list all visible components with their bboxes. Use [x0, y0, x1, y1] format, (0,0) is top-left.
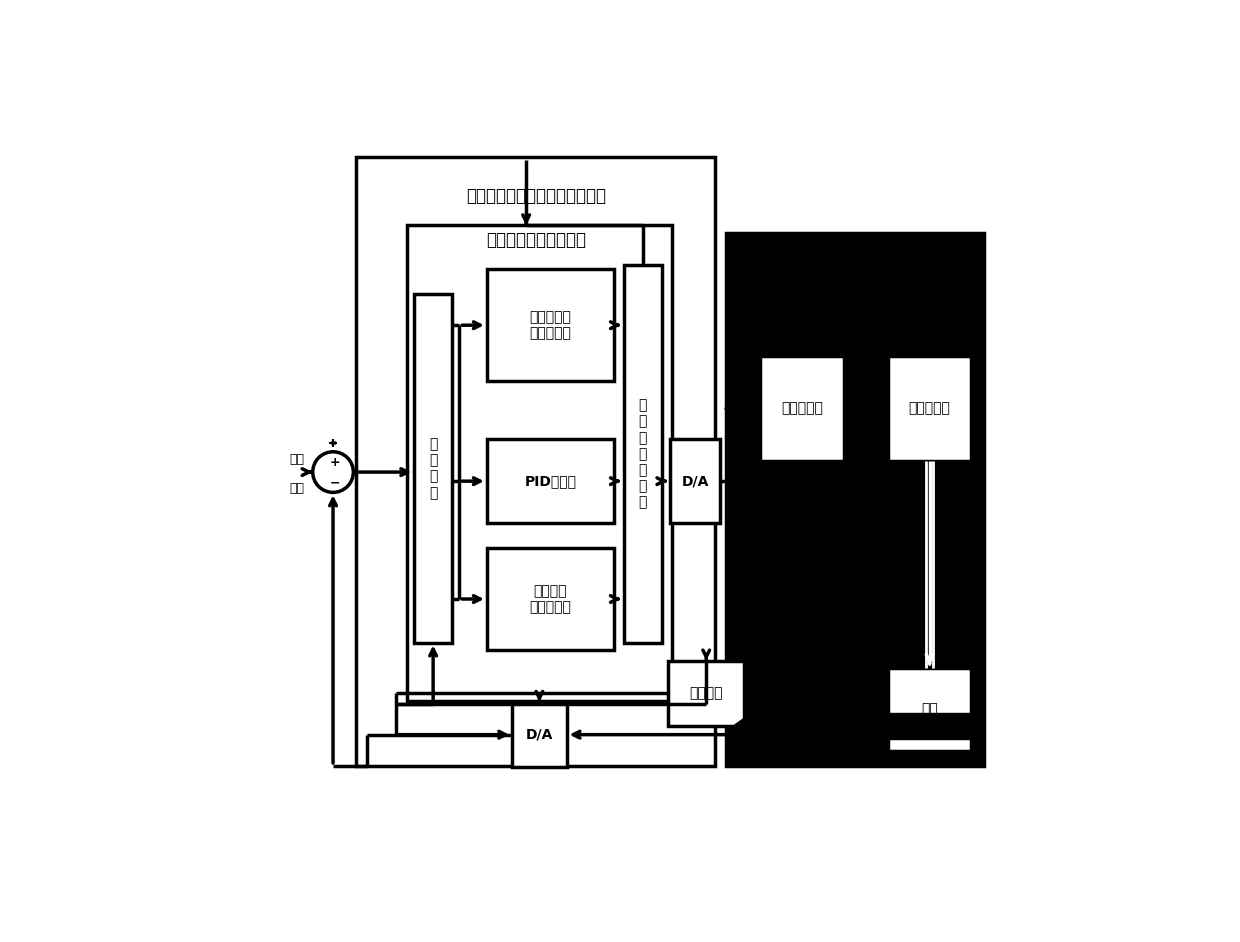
Bar [487, 548, 614, 650]
Text: ✕: ✕ [330, 439, 336, 447]
Text: 磁悬浮轴承: 磁悬浮轴承 [909, 401, 951, 415]
Bar [407, 225, 672, 701]
Bar [512, 702, 567, 768]
Bar [624, 266, 662, 642]
Bar [888, 356, 971, 462]
Text: +: + [330, 457, 341, 469]
Text: 功率放大器: 功率放大器 [781, 401, 823, 415]
Bar [888, 668, 971, 752]
Text: 转子: 转子 [921, 703, 937, 717]
Polygon shape [733, 701, 769, 752]
Bar [487, 439, 614, 523]
Text: 识
别
判
断: 识 别 判 断 [429, 437, 438, 500]
Text: 偏差: 偏差 [289, 453, 304, 466]
Text: 转子测量: 转子测量 [689, 687, 723, 700]
Bar [487, 269, 614, 382]
Text: 根据工件及刀具工作台实时参数: 根据工件及刀具工作台实时参数 [466, 187, 606, 205]
Bar [356, 156, 715, 766]
Bar [727, 233, 983, 766]
Text: 信号: 信号 [289, 481, 304, 495]
Bar [671, 439, 719, 523]
Text: 以及转子转速实时切换: 以及转子转速实时切换 [486, 231, 585, 249]
Bar [668, 660, 744, 726]
Circle shape [312, 452, 353, 493]
Text: D/A: D/A [681, 474, 709, 488]
Text: 参数自校正
模糊控制器: 参数自校正 模糊控制器 [529, 310, 572, 340]
Bar [760, 356, 843, 462]
Text: 位移前馈
补偿控制器: 位移前馈 补偿控制器 [529, 584, 572, 614]
Text: D/A: D/A [526, 727, 553, 741]
Bar [764, 713, 976, 739]
Text: PID控制器: PID控制器 [525, 474, 577, 488]
Bar [414, 294, 453, 642]
Text: −: − [330, 476, 341, 489]
Text: 实
时
切
换
控
制
器: 实 时 切 换 控 制 器 [639, 398, 647, 510]
